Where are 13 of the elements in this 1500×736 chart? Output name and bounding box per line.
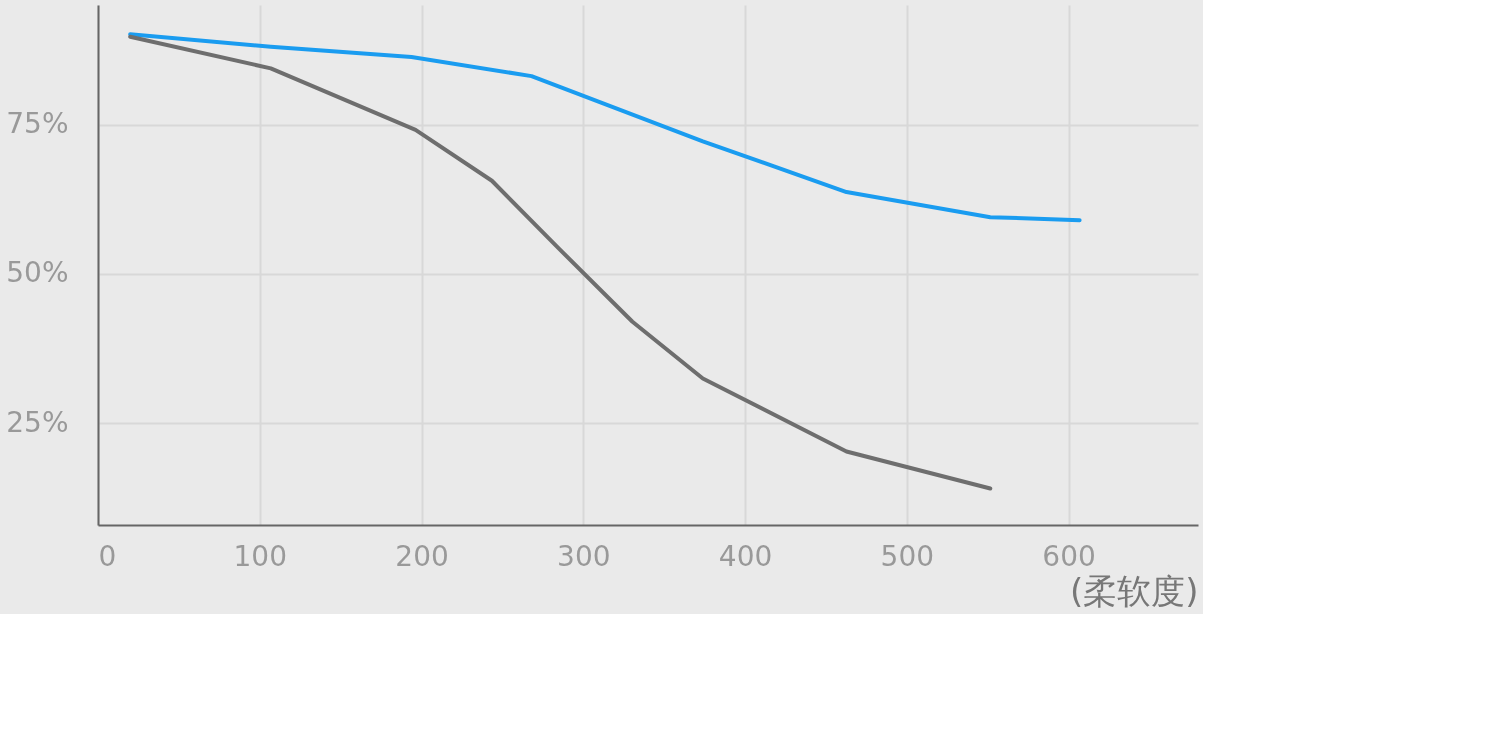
line-series bbox=[128, 34, 993, 491]
line-series bbox=[128, 32, 1082, 223]
y-tick-label: 75% bbox=[6, 107, 69, 141]
x-tick-label: 200 bbox=[395, 539, 449, 573]
x-tick-label: 400 bbox=[718, 539, 773, 573]
x-tick-label: 600 bbox=[1042, 539, 1096, 573]
x-axis-title: (柔软度) bbox=[1069, 570, 1199, 611]
x-tick-label: 100 bbox=[233, 539, 287, 573]
x-tick-label: 300 bbox=[557, 539, 611, 573]
x-tick-label: 0 bbox=[98, 539, 117, 573]
y-tick-label: 50% bbox=[6, 256, 69, 290]
y-tick-label: 25% bbox=[6, 405, 69, 439]
x-tick-label: 500 bbox=[880, 539, 935, 573]
